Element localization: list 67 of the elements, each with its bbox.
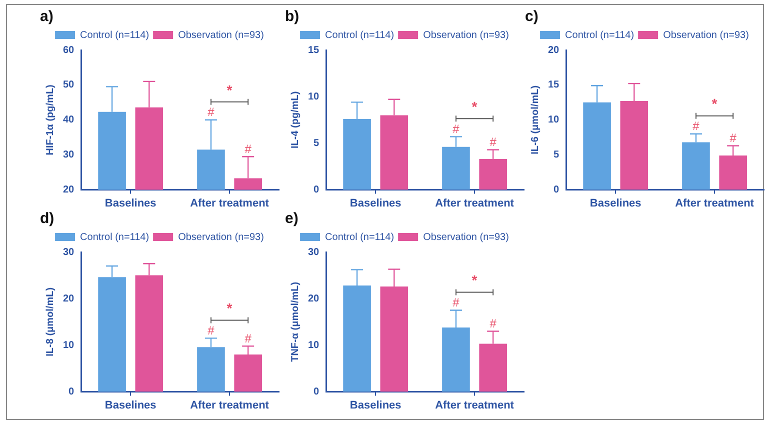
annotation: # bbox=[730, 131, 737, 146]
y-tick-label: 50 bbox=[63, 80, 75, 91]
x-tick-label: Baselines bbox=[350, 197, 402, 210]
x-tick-label: After treatment bbox=[435, 197, 514, 210]
annotation: * bbox=[472, 98, 478, 115]
annotation: # bbox=[490, 316, 497, 331]
y-tick-label: 40 bbox=[63, 114, 75, 126]
chart-title: a) bbox=[40, 8, 54, 26]
y-tick-label: 60 bbox=[63, 44, 75, 56]
y-axis-title: IL-8 (μmol/mL) bbox=[44, 287, 56, 356]
y-axis-title: HIF-1α (pg/mL) bbox=[44, 84, 56, 156]
legend-label: Control (n=114) bbox=[325, 30, 394, 41]
chart-title: d) bbox=[40, 210, 54, 228]
annotation: * bbox=[226, 82, 233, 98]
legend-label: Control (n=114) bbox=[325, 232, 394, 243]
annotation: # bbox=[244, 331, 252, 346]
annotation: # bbox=[452, 296, 460, 310]
y-axis-title: IL-4 (pg/mL) bbox=[290, 91, 301, 149]
y-tick-label: 0 bbox=[68, 386, 75, 398]
annotation: # bbox=[208, 324, 215, 338]
annotation: # bbox=[208, 105, 215, 120]
chart-title: e) bbox=[285, 210, 298, 228]
y-tick-label: 30 bbox=[63, 150, 75, 161]
x-tick-label: Baselines bbox=[104, 197, 156, 210]
y-axis-title: TNF-α (μmol/mL) bbox=[290, 282, 301, 362]
legend-label: Control (n=114) bbox=[80, 30, 150, 41]
legend-label: Control (n=114) bbox=[80, 232, 150, 243]
y-tick-label: 0 bbox=[314, 386, 320, 398]
annotation: * bbox=[712, 96, 718, 112]
y-tick-label: 20 bbox=[63, 293, 75, 304]
y-tick-label: 30 bbox=[63, 246, 75, 258]
annotation: # bbox=[490, 135, 497, 150]
x-tick-label: After treatment bbox=[435, 399, 514, 412]
x-tick-label: Baselines bbox=[590, 197, 642, 210]
y-tick-label: 15 bbox=[308, 44, 320, 56]
legend-label: Observation (n=93) bbox=[423, 232, 509, 243]
y-tick-label: 0 bbox=[314, 184, 320, 196]
x-tick-label: After treatment bbox=[675, 197, 754, 210]
y-tick-label: 20 bbox=[308, 293, 320, 304]
legend-label: Control (n=114) bbox=[565, 30, 634, 41]
annotation: # bbox=[692, 119, 700, 134]
x-tick-label: After treatment bbox=[190, 197, 270, 210]
legend-label: Observation (n=93) bbox=[178, 232, 264, 243]
x-tick-label: Baselines bbox=[350, 399, 402, 412]
y-tick-label: 30 bbox=[308, 246, 320, 258]
y-tick-label: 5 bbox=[554, 150, 560, 161]
y-tick-label: 15 bbox=[548, 80, 560, 91]
chart-title: c) bbox=[525, 8, 538, 26]
legend-label: Observation (n=93) bbox=[423, 30, 509, 41]
chart-title: b) bbox=[285, 8, 300, 26]
y-tick-label: 5 bbox=[314, 138, 320, 149]
annotation: * bbox=[226, 300, 233, 316]
y-tick-label: 10 bbox=[63, 340, 75, 351]
y-axis-title: IL-6 (μmol/mL) bbox=[530, 85, 541, 154]
y-tick-label: 10 bbox=[308, 340, 320, 351]
y-tick-label: 0 bbox=[554, 184, 560, 196]
legend-label: Observation (n=93) bbox=[663, 30, 749, 41]
y-tick-label: 20 bbox=[548, 44, 560, 56]
x-tick-label: After treatment bbox=[190, 399, 270, 412]
legend-label: Observation (n=93) bbox=[178, 30, 264, 41]
annotation: * bbox=[472, 272, 478, 288]
y-tick-label: 10 bbox=[548, 114, 560, 126]
y-tick-label: 20 bbox=[63, 184, 75, 196]
annotation: # bbox=[244, 142, 252, 156]
x-tick-label: Baselines bbox=[104, 399, 156, 412]
annotation: # bbox=[452, 122, 460, 136]
y-tick-label: 10 bbox=[308, 91, 320, 102]
